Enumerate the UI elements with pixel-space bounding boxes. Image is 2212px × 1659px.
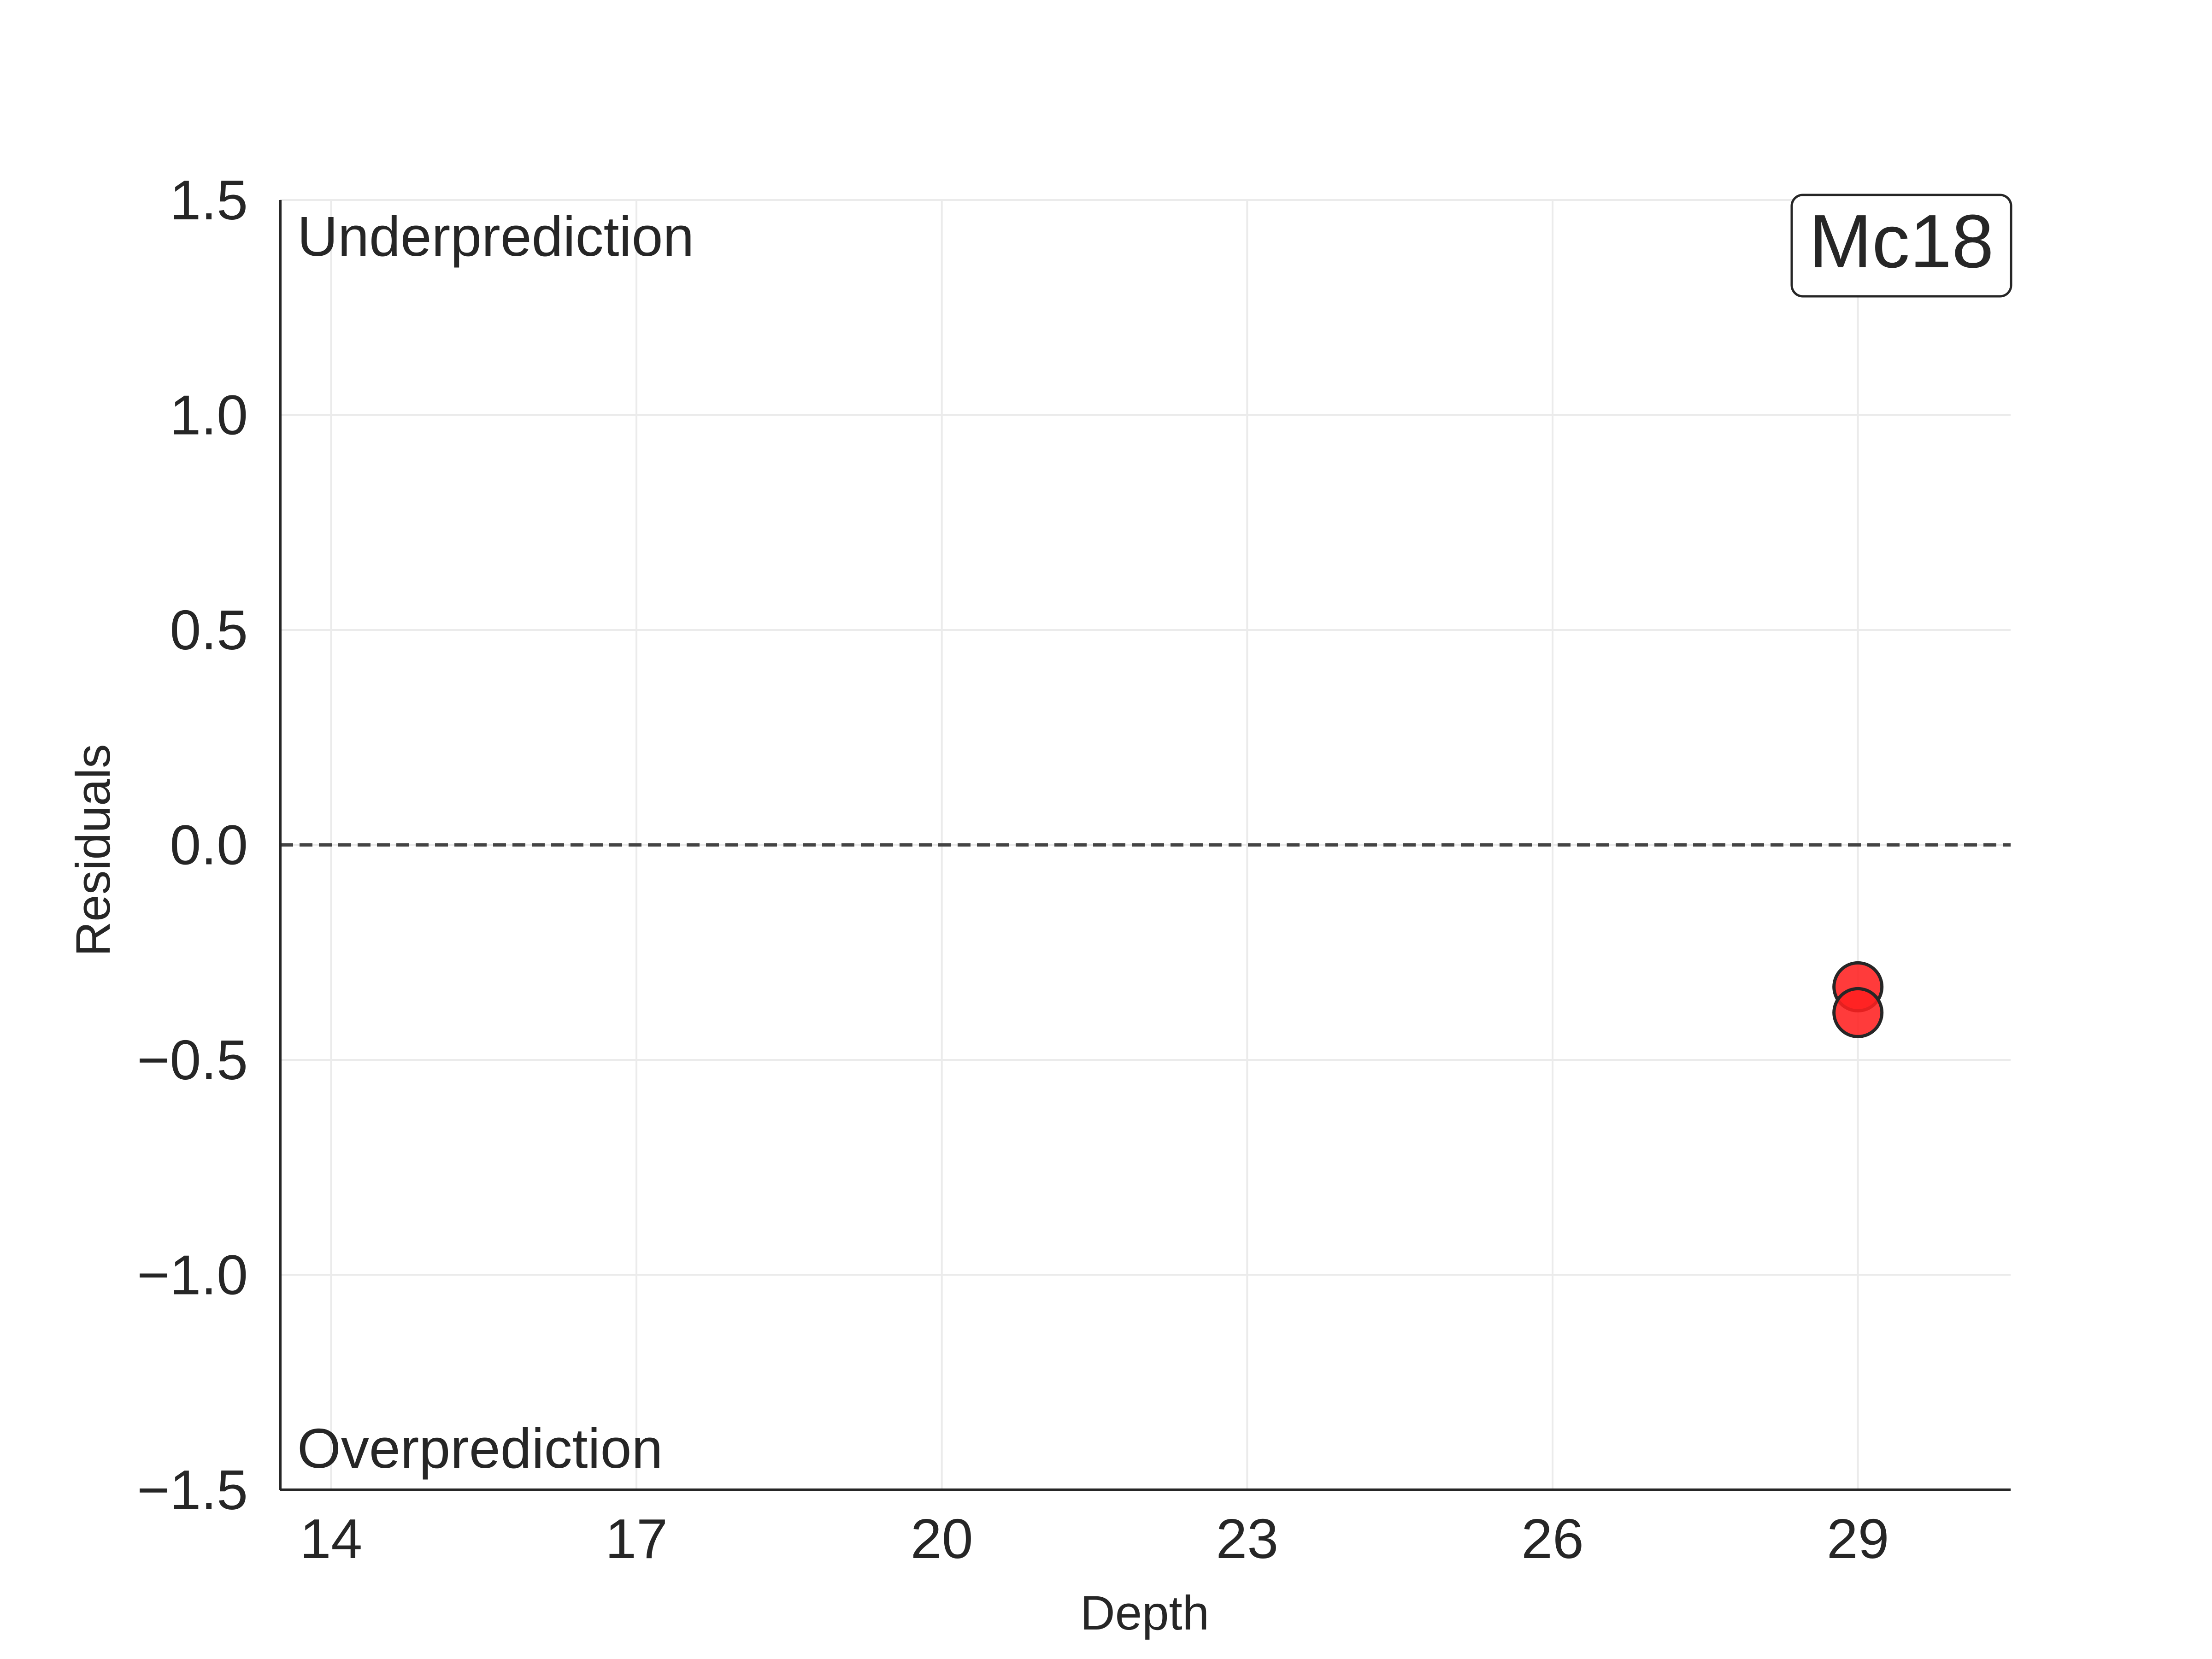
y-tick-labels: −1.5 −1.0 −0.5 0.0 0.5 1.0 1.5	[137, 169, 248, 1521]
model-badge-box	[1790, 194, 2012, 298]
y-axis-label: Residuals	[66, 744, 120, 956]
y-tick-label: −1.5	[137, 1459, 248, 1521]
y-tick-label: −1.0	[137, 1244, 248, 1306]
x-tick-label: 26	[1521, 1507, 1584, 1570]
x-tick-label: 20	[911, 1507, 973, 1570]
axes	[279, 200, 2011, 1491]
y-tick-label: 0.5	[170, 599, 248, 661]
x-tick-label: 23	[1216, 1507, 1279, 1570]
x-tick-label: 29	[1827, 1507, 1889, 1570]
data-points	[1832, 961, 1884, 1038]
x-tick-labels: 14 17 20 23 26 29	[300, 1507, 1889, 1570]
underprediction-annotation: Underprediction	[297, 205, 694, 268]
data-point	[1832, 987, 1884, 1038]
model-badge-label: Mc18	[1809, 199, 1994, 283]
y-tick-label: 1.5	[170, 169, 248, 231]
x-axis-label: Depth	[1080, 1586, 1209, 1640]
overprediction-annotation: Overprediction	[297, 1417, 663, 1480]
y-tick-label: 1.0	[170, 384, 248, 447]
y-tick-label: 0.0	[170, 814, 248, 877]
model-badge: Mc18	[1790, 194, 2012, 298]
y-tick-label: −0.5	[137, 1029, 248, 1091]
x-tick-label: 17	[605, 1507, 668, 1570]
x-tick-label: 14	[300, 1507, 363, 1570]
